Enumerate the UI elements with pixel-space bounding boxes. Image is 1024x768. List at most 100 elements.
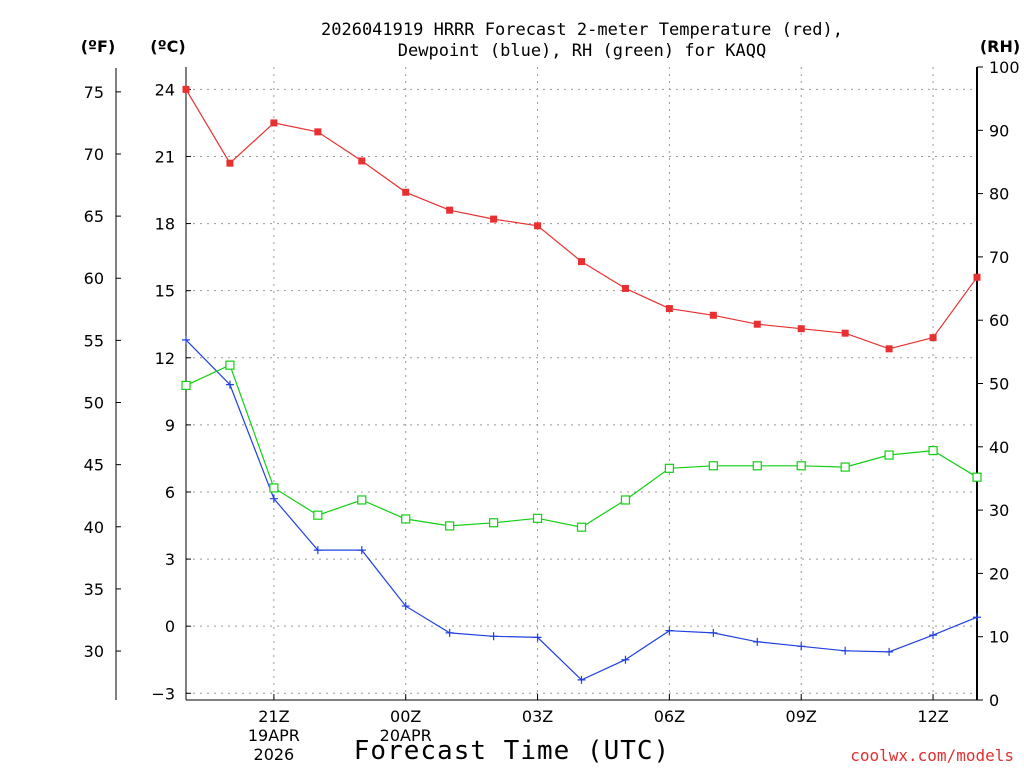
temperature-point xyxy=(578,258,585,266)
rh-point xyxy=(269,483,279,493)
rh-series xyxy=(181,360,982,532)
x-tick-label: 09Z xyxy=(786,707,817,726)
x-tick-year: 2026 xyxy=(254,745,295,764)
dewpoint-point xyxy=(797,642,806,651)
tick-labels: −3 0 3 6 9 12 15 18 21 24 30 35 40 45 50 55 60 65 70 75 0 10 2… xyxy=(84,58,1020,764)
temperature-point xyxy=(490,215,498,223)
x-tick-label: 00Z xyxy=(390,707,421,726)
celsius-tick-label: 3 xyxy=(165,550,175,569)
x-tick-label: 12Z xyxy=(917,707,948,726)
fahrenheit-tick-label: 40 xyxy=(84,518,104,537)
rh-tick-label: 80 xyxy=(989,185,1009,204)
temperature-point xyxy=(709,311,717,319)
rh-axis-unit: (RH) xyxy=(980,37,1020,56)
rh-point xyxy=(664,463,674,473)
temperature-point xyxy=(929,334,937,342)
rh-point xyxy=(620,495,631,505)
fahrenheit-tick-label: 60 xyxy=(84,269,104,288)
temperature-line xyxy=(185,89,978,350)
dewpoint-point xyxy=(665,626,674,635)
rh-tick-label: 40 xyxy=(989,438,1009,457)
celsius-tick-label: 0 xyxy=(165,617,175,636)
rh-tick-label: 90 xyxy=(989,121,1009,140)
rh-point xyxy=(752,461,762,471)
celsius-tick-label: 9 xyxy=(165,416,175,435)
temperature-point xyxy=(841,329,849,337)
dewpoint-point xyxy=(401,602,410,611)
rh-point xyxy=(181,380,191,390)
fahrenheit-tick-label: 30 xyxy=(84,642,104,661)
x-tick-date: 19APR xyxy=(248,726,300,745)
temperature-point xyxy=(314,128,322,136)
fahrenheit-tick-label: 35 xyxy=(84,580,104,599)
dewpoint-point xyxy=(313,546,322,555)
celsius-tick-label: 18 xyxy=(155,215,175,234)
dewpoint-point xyxy=(929,631,938,640)
temperature-point xyxy=(534,222,542,230)
celsius-tick-label: 6 xyxy=(165,483,175,502)
temperature-point xyxy=(226,159,234,167)
dewpoint-point xyxy=(533,633,542,642)
rh-line xyxy=(185,364,978,528)
temperature-point xyxy=(973,273,981,281)
rh-tick-label: 60 xyxy=(989,311,1009,330)
dewpoint-point xyxy=(445,628,454,637)
celsius-axis-unit: (ºC) xyxy=(150,37,185,56)
rh-point xyxy=(445,521,455,531)
temperature-point xyxy=(885,345,893,353)
rh-point xyxy=(708,461,718,471)
celsius-tick-label: −3 xyxy=(151,684,175,703)
rh-tick-label: 70 xyxy=(989,248,1009,267)
fahrenheit-tick-label: 65 xyxy=(84,207,104,226)
temperature-point xyxy=(665,305,673,313)
temperature-point xyxy=(402,188,410,196)
dewpoint-series xyxy=(182,335,981,684)
temperature-point xyxy=(358,157,366,165)
x-tick-label: 06Z xyxy=(654,707,685,726)
chart-title-line2: Dewpoint (blue), RH (green) for KAQQ xyxy=(398,41,766,61)
rh-point xyxy=(313,510,323,520)
rh-point xyxy=(401,514,411,524)
celsius-tick-label: 24 xyxy=(155,80,175,99)
fahrenheit-tick-label: 55 xyxy=(84,331,104,350)
temperature-point xyxy=(621,284,629,292)
grid-lines xyxy=(186,67,977,700)
temperature-series xyxy=(182,85,981,353)
x-tick-label: 03Z xyxy=(522,707,553,726)
celsius-tick-label: 12 xyxy=(155,349,175,368)
rh-point xyxy=(928,445,938,456)
dewpoint-point xyxy=(225,380,234,389)
chart-title-line1: 2026041919 HRRR Forecast 2-meter Tempera… xyxy=(321,20,843,40)
temperature-point xyxy=(270,119,278,127)
rh-tick-label: 50 xyxy=(989,375,1009,394)
celsius-tick-label: 15 xyxy=(155,282,175,301)
rh-point xyxy=(840,462,850,472)
rh-tick-label: 0 xyxy=(989,691,999,710)
celsius-tick-label: 21 xyxy=(155,147,175,166)
dewpoint-point xyxy=(182,335,190,344)
rh-tick-label: 100 xyxy=(989,58,1020,77)
temperature-point xyxy=(182,85,190,93)
dewpoint-line xyxy=(185,339,978,681)
dewpoint-point xyxy=(753,637,762,646)
rh-point xyxy=(357,495,367,505)
dewpoint-point xyxy=(577,675,586,684)
rh-point xyxy=(225,360,235,370)
rh-tick-label: 30 xyxy=(989,501,1009,520)
rh-point xyxy=(796,461,806,471)
dewpoint-point xyxy=(621,655,630,664)
temperature-point xyxy=(446,206,454,214)
dewpoint-point xyxy=(885,647,894,656)
axes xyxy=(115,66,983,701)
dewpoint-point xyxy=(841,646,850,655)
rh-point xyxy=(576,522,587,532)
rh-tick-label: 10 xyxy=(989,628,1009,647)
fahrenheit-tick-label: 75 xyxy=(84,83,104,102)
rh-point xyxy=(489,518,499,528)
x-tick-label: 21Z xyxy=(258,707,289,726)
fahrenheit-tick-label: 70 xyxy=(84,145,104,164)
fahrenheit-tick-label: 50 xyxy=(84,394,104,413)
data-series xyxy=(181,85,982,684)
rh-point xyxy=(884,450,894,460)
